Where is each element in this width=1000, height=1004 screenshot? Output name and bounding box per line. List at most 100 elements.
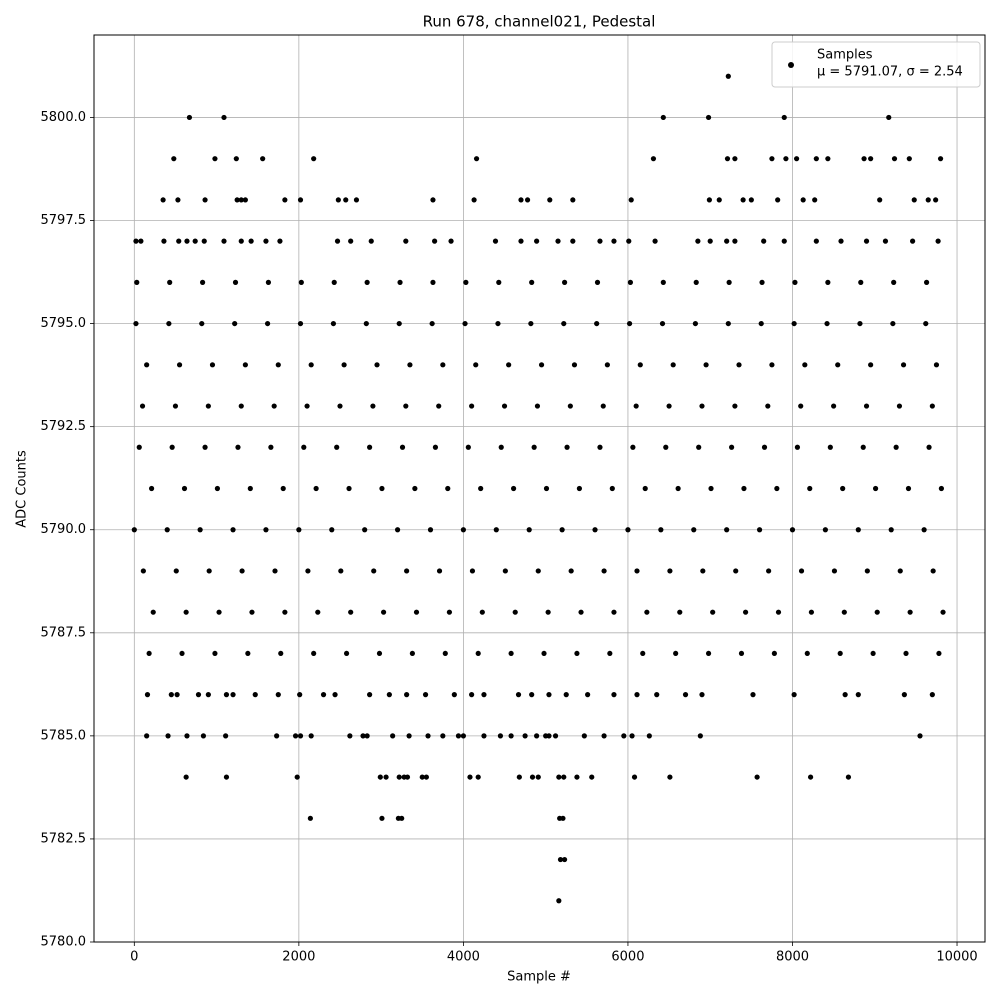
point bbox=[910, 238, 916, 244]
point bbox=[675, 485, 681, 492]
point bbox=[330, 320, 337, 327]
point bbox=[724, 156, 731, 162]
point bbox=[576, 485, 583, 492]
point bbox=[901, 692, 907, 698]
point bbox=[467, 774, 473, 780]
point bbox=[460, 527, 466, 533]
point bbox=[736, 362, 742, 368]
point bbox=[581, 733, 587, 739]
point bbox=[239, 568, 245, 574]
point bbox=[759, 279, 765, 285]
point bbox=[403, 403, 409, 409]
point bbox=[313, 485, 319, 492]
point bbox=[518, 197, 524, 203]
point bbox=[659, 320, 666, 327]
point bbox=[200, 733, 207, 739]
point bbox=[860, 444, 866, 450]
point bbox=[192, 238, 198, 244]
point bbox=[160, 197, 166, 203]
point bbox=[277, 238, 283, 244]
point bbox=[765, 403, 771, 409]
point bbox=[571, 362, 578, 368]
point bbox=[390, 733, 396, 739]
point bbox=[700, 568, 706, 574]
x-tick-label: 6000 bbox=[611, 950, 644, 965]
point bbox=[597, 238, 603, 244]
point bbox=[508, 733, 514, 739]
point bbox=[769, 156, 775, 162]
point bbox=[535, 568, 541, 574]
point bbox=[791, 692, 797, 698]
point bbox=[264, 320, 271, 327]
point bbox=[775, 197, 781, 203]
point bbox=[650, 156, 657, 162]
point bbox=[640, 650, 646, 657]
point bbox=[673, 650, 679, 657]
point bbox=[423, 774, 429, 780]
point bbox=[607, 650, 613, 657]
point bbox=[278, 650, 284, 657]
point bbox=[857, 320, 863, 327]
point bbox=[280, 485, 286, 492]
point bbox=[692, 320, 699, 327]
point bbox=[766, 568, 772, 574]
point bbox=[184, 733, 190, 739]
point bbox=[144, 692, 151, 698]
point bbox=[693, 279, 699, 285]
point bbox=[609, 485, 615, 492]
point bbox=[315, 609, 321, 615]
point bbox=[238, 403, 244, 409]
point bbox=[133, 320, 139, 327]
point bbox=[329, 527, 335, 533]
y-tick-label: 5790.0 bbox=[41, 522, 87, 537]
point bbox=[716, 197, 722, 203]
point bbox=[446, 609, 453, 615]
point bbox=[543, 485, 550, 492]
point bbox=[179, 650, 185, 657]
point bbox=[221, 114, 227, 121]
point bbox=[724, 527, 730, 533]
point bbox=[235, 444, 241, 450]
point bbox=[165, 733, 171, 739]
point bbox=[710, 609, 716, 615]
point bbox=[297, 320, 304, 327]
point bbox=[705, 114, 712, 121]
point bbox=[307, 815, 313, 821]
point bbox=[206, 568, 212, 574]
point bbox=[646, 733, 652, 739]
point bbox=[223, 692, 230, 698]
point bbox=[260, 156, 266, 162]
point bbox=[199, 320, 205, 327]
point bbox=[274, 733, 280, 739]
point bbox=[298, 279, 304, 285]
point bbox=[427, 527, 434, 533]
point bbox=[406, 733, 412, 739]
point bbox=[475, 650, 481, 657]
point bbox=[556, 898, 562, 904]
point bbox=[594, 279, 601, 285]
point bbox=[807, 774, 814, 780]
point bbox=[271, 403, 277, 409]
point bbox=[868, 156, 874, 162]
point bbox=[139, 403, 146, 409]
point bbox=[498, 444, 504, 450]
point bbox=[403, 238, 409, 244]
point bbox=[515, 692, 522, 698]
point bbox=[436, 568, 443, 574]
point bbox=[529, 774, 536, 780]
point bbox=[824, 320, 830, 327]
point bbox=[660, 114, 666, 121]
point bbox=[597, 444, 603, 450]
point bbox=[292, 733, 299, 739]
point bbox=[574, 650, 580, 657]
point bbox=[512, 609, 518, 615]
point bbox=[825, 279, 831, 285]
point bbox=[364, 279, 370, 285]
point bbox=[783, 156, 789, 162]
x-axis-label: Sample # bbox=[507, 970, 571, 985]
point bbox=[404, 568, 410, 574]
point bbox=[232, 279, 239, 285]
point bbox=[626, 320, 633, 327]
point bbox=[473, 156, 480, 162]
point bbox=[268, 444, 274, 450]
